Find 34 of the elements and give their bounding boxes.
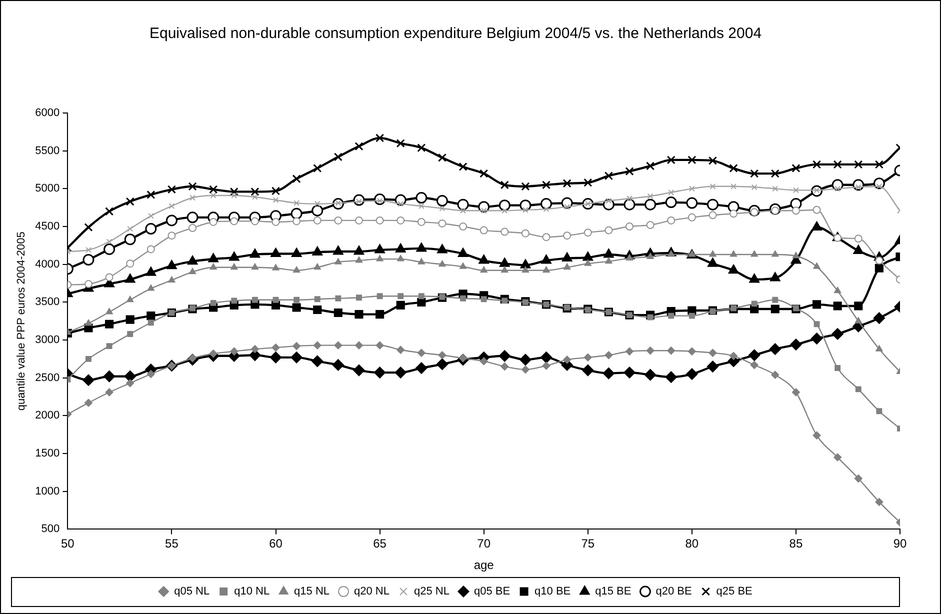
legend-label: q05 BE [474,586,510,598]
legend-label: q10 BE [534,586,571,598]
x-tick-label: 85 [789,536,803,551]
y-tick-label: 3500 [35,296,60,308]
legend-label: q25 NL [414,586,450,598]
legend-label: q15 NL [294,586,330,598]
x-tick-label: 55 [165,536,179,551]
legend-label: q05 NL [174,586,210,598]
y-tick-label: 2500 [35,372,60,384]
chart-title: Equivalised non-durable consumption expenditure Belgium 2004/5 vs. the Netherlands 2004 [149,25,762,42]
x-tick-label: 60 [269,536,283,551]
legend-label: q10 NL [234,586,270,598]
y-tick-label: 1000 [35,485,60,498]
y-tick-label: 5000 [35,182,60,195]
legend-label: q20 BE [656,586,692,598]
y-axis-title: quantile value PPP euros 2004-2005 [16,232,28,411]
x-tick-label: 50 [60,536,75,551]
y-tick-label: 5500 [35,144,60,157]
legend-label: q15 BE [595,586,632,598]
y-tick-label: 6000 [35,107,60,120]
x-axis-title: age [474,558,494,572]
x-tick-label: 65 [373,536,387,551]
legend-label: q20 NL [354,586,390,598]
y-tick-label: 500 [41,523,60,536]
y-tick-label: 4000 [35,258,60,270]
y-tick-label: 1500 [35,448,60,460]
legend-label: q25 BE [716,586,752,598]
x-tick-label: 90 [893,536,907,551]
y-tick-label: 3000 [35,334,60,346]
x-tick-label: 75 [581,536,595,551]
y-tick-label: 4500 [35,220,60,233]
x-tick-label: 70 [477,536,491,551]
y-tick-label: 2000 [35,410,60,422]
x-tick-label: 80 [685,536,699,551]
